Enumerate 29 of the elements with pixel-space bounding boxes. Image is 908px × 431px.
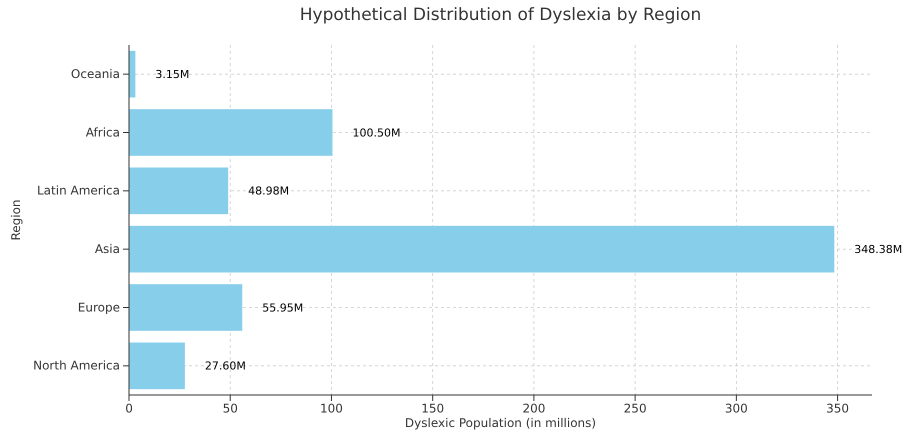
- data-label: 55.95M: [262, 301, 304, 314]
- x-tick-label: 150: [421, 402, 444, 416]
- data-label: 348.38M: [854, 243, 902, 256]
- bar: [129, 168, 228, 214]
- x-tick-label: 200: [522, 402, 546, 416]
- bar: [129, 226, 834, 272]
- data-label: 100.50M: [352, 126, 400, 140]
- data-label: 3.15M: [155, 68, 190, 82]
- bar: [129, 50, 136, 98]
- bar: [129, 342, 185, 390]
- x-tick-label: 350: [826, 402, 850, 416]
- y-tick-label: Europe: [78, 300, 120, 314]
- y-axis-title: Region: [9, 199, 23, 241]
- y-tick-label: North America: [33, 358, 120, 373]
- data-label: 27.60M: [204, 360, 246, 373]
- x-axis-title: Dyslexic Population (in millions): [404, 416, 596, 430]
- chart-title: Hypothetical Distribution of Dyslexia by Region: [300, 5, 702, 25]
- x-tick-label: 250: [624, 402, 647, 416]
- y-tick-label: Asia: [94, 242, 120, 256]
- bar: [129, 284, 242, 331]
- x-tick-label: 0: [125, 402, 133, 416]
- y-tick-label: Africa: [86, 125, 120, 140]
- y-tick-label: Oceania: [70, 67, 120, 82]
- x-tick-label: 50: [222, 402, 238, 416]
- x-tick-label: 100: [320, 402, 343, 416]
- bar: [129, 109, 332, 156]
- y-tick-label: Latin America: [37, 184, 120, 198]
- data-label: 48.98M: [248, 184, 290, 198]
- x-tick-label: 300: [724, 402, 748, 416]
